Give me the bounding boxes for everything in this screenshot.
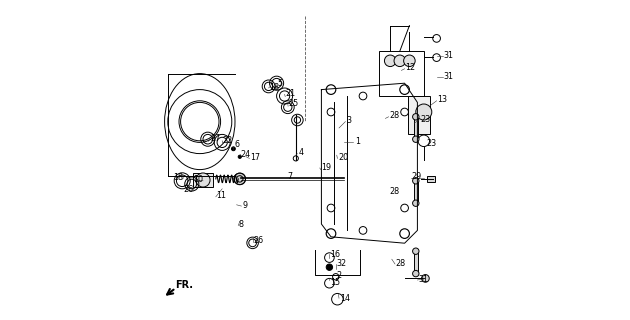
Circle shape xyxy=(234,173,246,185)
Bar xyxy=(414,181,418,203)
Text: 31: 31 xyxy=(444,51,454,60)
Circle shape xyxy=(326,229,336,238)
Circle shape xyxy=(324,278,334,288)
Text: 26: 26 xyxy=(253,236,264,245)
Circle shape xyxy=(413,248,419,254)
Circle shape xyxy=(327,204,335,212)
Circle shape xyxy=(413,114,419,120)
Circle shape xyxy=(404,55,415,67)
Text: 24: 24 xyxy=(241,150,251,159)
Circle shape xyxy=(384,55,396,67)
Circle shape xyxy=(416,104,432,120)
Bar xyxy=(193,173,212,187)
Text: 4: 4 xyxy=(299,148,304,157)
Circle shape xyxy=(401,204,408,212)
Circle shape xyxy=(293,156,299,161)
Circle shape xyxy=(413,200,419,206)
Circle shape xyxy=(421,275,429,282)
Text: 21: 21 xyxy=(285,89,295,98)
Circle shape xyxy=(433,54,440,61)
Circle shape xyxy=(400,85,410,94)
Circle shape xyxy=(359,227,367,234)
Text: 17: 17 xyxy=(250,153,260,162)
Circle shape xyxy=(181,102,219,141)
Text: 28: 28 xyxy=(396,259,406,268)
Circle shape xyxy=(413,136,419,142)
Text: 13: 13 xyxy=(437,95,447,104)
Bar xyxy=(414,117,418,139)
Text: 23: 23 xyxy=(427,139,437,148)
Text: 28: 28 xyxy=(389,187,399,196)
Circle shape xyxy=(413,178,419,184)
Text: 11: 11 xyxy=(217,191,226,200)
Circle shape xyxy=(331,293,343,305)
Text: 3: 3 xyxy=(346,116,352,124)
Text: 9: 9 xyxy=(243,201,248,210)
Text: FR.: FR. xyxy=(175,280,193,290)
Text: 12: 12 xyxy=(405,63,415,72)
Circle shape xyxy=(324,253,334,262)
Circle shape xyxy=(394,55,406,67)
Circle shape xyxy=(327,108,335,116)
Text: 19: 19 xyxy=(321,163,331,172)
Circle shape xyxy=(418,135,430,147)
Circle shape xyxy=(326,85,336,94)
Text: 14: 14 xyxy=(340,294,350,303)
Circle shape xyxy=(231,147,236,151)
Text: 22: 22 xyxy=(223,136,233,145)
Circle shape xyxy=(238,155,241,158)
Text: 25: 25 xyxy=(289,99,299,108)
Text: 27: 27 xyxy=(210,134,220,143)
Text: 32: 32 xyxy=(337,259,347,268)
Text: 6: 6 xyxy=(234,140,239,149)
Text: 8: 8 xyxy=(239,220,244,229)
Text: 10: 10 xyxy=(193,175,203,184)
Text: 18: 18 xyxy=(173,173,183,182)
Bar xyxy=(414,251,418,274)
Circle shape xyxy=(333,274,339,280)
Circle shape xyxy=(359,92,367,100)
Text: 1: 1 xyxy=(355,137,360,146)
Text: 15: 15 xyxy=(330,278,340,287)
Text: 28: 28 xyxy=(389,111,399,120)
Circle shape xyxy=(196,173,210,187)
Circle shape xyxy=(326,264,333,270)
Text: 29: 29 xyxy=(411,172,422,181)
Circle shape xyxy=(401,108,408,116)
Text: 5: 5 xyxy=(277,79,282,88)
Text: 31: 31 xyxy=(444,72,454,81)
Circle shape xyxy=(400,229,410,238)
Text: 16: 16 xyxy=(330,250,340,259)
Text: 2: 2 xyxy=(337,271,342,280)
Bar xyxy=(379,51,424,96)
Circle shape xyxy=(413,270,419,277)
Text: 20: 20 xyxy=(338,153,348,162)
Text: 23: 23 xyxy=(420,115,430,124)
Text: 18: 18 xyxy=(270,83,280,92)
Circle shape xyxy=(433,35,440,42)
Text: 7: 7 xyxy=(287,172,292,181)
Text: 26: 26 xyxy=(183,185,193,194)
Bar xyxy=(427,176,435,182)
Bar xyxy=(408,96,430,134)
Text: 31: 31 xyxy=(418,275,428,284)
